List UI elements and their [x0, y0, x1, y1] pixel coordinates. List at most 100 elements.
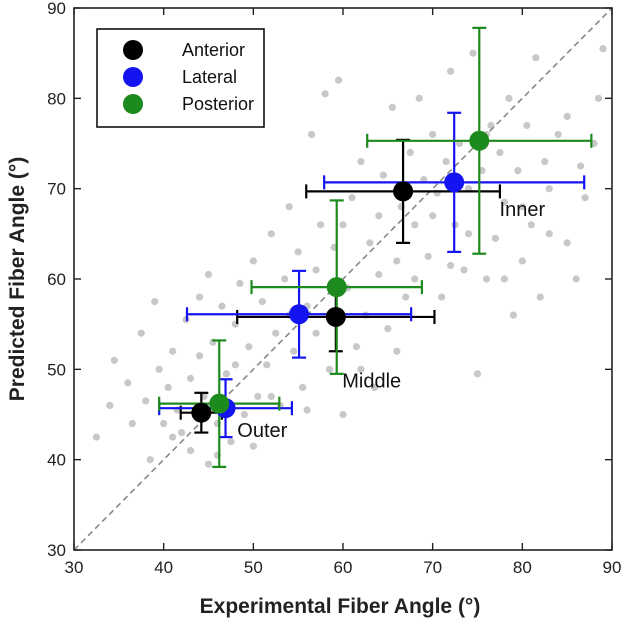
- background-point: [258, 297, 266, 306]
- background-point: [169, 347, 177, 355]
- background-point: [415, 94, 423, 102]
- background-point: [411, 221, 419, 229]
- y-tick-label: 30: [47, 541, 66, 560]
- background-point: [505, 94, 513, 102]
- background-point: [312, 266, 320, 274]
- background-point: [496, 148, 504, 157]
- y-tick-label: 70: [47, 180, 66, 199]
- background-point: [316, 221, 325, 229]
- background-point: [155, 365, 163, 373]
- background-point: [366, 239, 374, 247]
- background-point: [186, 447, 195, 455]
- axis-ticks: [73, 7, 613, 551]
- y-tick-label: 60: [47, 270, 66, 289]
- background-point: [523, 121, 531, 130]
- background-point: [240, 410, 248, 419]
- background-point: [384, 325, 392, 333]
- background-point: [294, 248, 302, 256]
- background-point: [263, 361, 271, 369]
- background-point: [195, 352, 204, 360]
- anterior-outer-point: [191, 402, 212, 423]
- background-point: [308, 130, 316, 139]
- background-point: [554, 130, 562, 139]
- lateral-middle-point: [289, 304, 310, 325]
- background-point: [124, 379, 132, 387]
- annotations: Inner Middle Outer: [237, 199, 545, 442]
- x-tick-label: 40: [154, 558, 173, 577]
- posterior-outer-point: [209, 393, 230, 414]
- posterior-inner-point: [469, 130, 490, 151]
- background-point: [379, 171, 387, 179]
- background-point: [218, 302, 226, 310]
- background-point: [402, 293, 410, 301]
- background-point: [178, 428, 186, 437]
- background-point: [375, 270, 383, 279]
- background-point: [231, 361, 239, 369]
- background-point: [563, 112, 571, 120]
- y-tick-label: 90: [47, 0, 66, 18]
- background-point: [518, 203, 526, 211]
- background-point: [541, 157, 549, 166]
- background-point: [527, 221, 535, 229]
- legend-marker-lateral: [123, 67, 143, 87]
- background-point: [303, 406, 311, 414]
- x-tick-label: 60: [334, 558, 353, 577]
- background-point: [334, 76, 343, 84]
- identity-line: [73, 7, 613, 551]
- background-point: [500, 198, 508, 206]
- background-point: [491, 234, 500, 242]
- background-point: [545, 185, 553, 193]
- background-point: [151, 297, 159, 306]
- background-point: [438, 293, 446, 301]
- background-point: [249, 442, 257, 450]
- background-point: [299, 383, 307, 391]
- background-point: [536, 293, 544, 301]
- background-point: [106, 401, 114, 410]
- background-point: [267, 230, 275, 238]
- background-point: [290, 347, 298, 355]
- background-point: [469, 49, 477, 57]
- background-point: [249, 257, 257, 265]
- background-point: [370, 383, 378, 391]
- background-point: [581, 194, 589, 202]
- background-point: [594, 94, 603, 102]
- background-point: [245, 343, 253, 351]
- background-point: [285, 203, 293, 211]
- background-point: [464, 230, 473, 238]
- background-point: [599, 45, 607, 53]
- annotation-outer: Outer: [237, 420, 287, 442]
- background-point: [514, 167, 522, 175]
- background-point: [339, 410, 347, 419]
- legend-marker-posterior: [123, 94, 143, 114]
- background-point: [375, 212, 383, 220]
- annotation-inner: Inner: [500, 199, 546, 221]
- background-point: [195, 293, 204, 301]
- background-point: [509, 311, 517, 319]
- tick-labels: 30 40 50 60 70 80 90 30 40 50 60 70 80 90: [47, 0, 621, 577]
- background-point: [482, 275, 491, 283]
- background-point: [137, 329, 145, 337]
- legend-label-lateral: Lateral: [182, 67, 237, 87]
- x-tick-label: 30: [65, 558, 84, 577]
- legend: Anterior Lateral Posterior: [96, 28, 265, 128]
- legend-marker-anterior: [123, 40, 143, 60]
- background-point: [563, 239, 571, 247]
- background-point: [204, 460, 213, 468]
- series-markers: [191, 130, 490, 423]
- background-point: [204, 270, 213, 279]
- background-point: [272, 329, 280, 337]
- background-point: [357, 157, 365, 166]
- background-point: [545, 230, 553, 238]
- background-point: [160, 419, 168, 428]
- background-point: [227, 438, 235, 446]
- background-point: [222, 370, 231, 378]
- x-axis-title: Experimental Fiber Angle (°): [200, 595, 481, 618]
- background-point: [388, 103, 396, 111]
- background-point: [411, 275, 419, 283]
- background-point: [429, 212, 437, 220]
- y-tick-label: 40: [47, 451, 66, 470]
- legend-label-anterior: Anterior: [182, 40, 245, 60]
- y-tick-label: 80: [47, 89, 66, 108]
- anterior-inner-point: [393, 181, 414, 202]
